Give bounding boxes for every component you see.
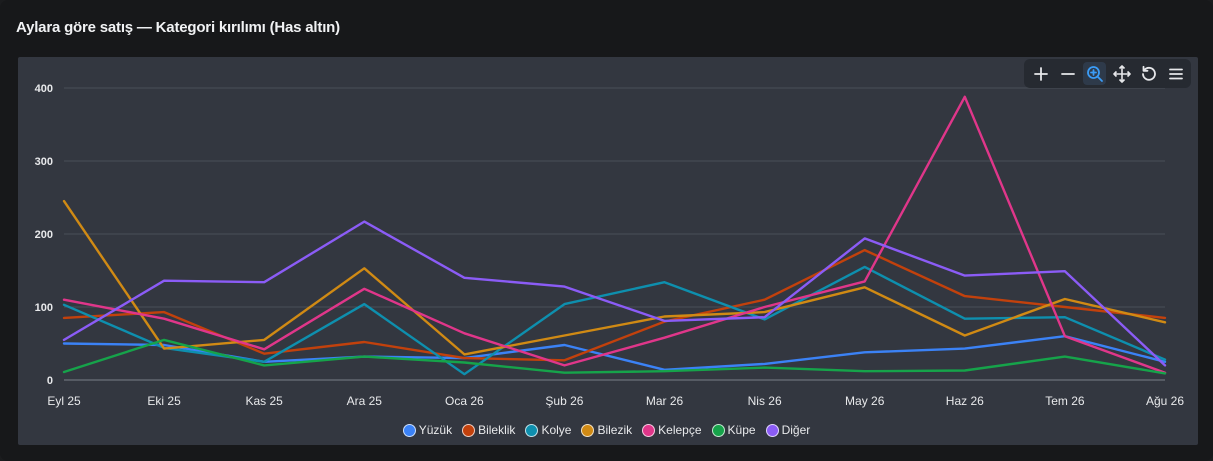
- zoom-in-button[interactable]: [1029, 62, 1052, 85]
- series-line-1[interactable]: [62, 248, 1167, 362]
- legend-label: Yüzük: [418, 423, 453, 437]
- x-tick-label: Eki 25: [147, 394, 181, 408]
- zoom-in-icon: [1033, 66, 1048, 81]
- x-tick-label: Şub 26: [545, 394, 583, 408]
- legend-item[interactable]: Kolye: [525, 423, 571, 437]
- series-line-5[interactable]: [62, 338, 1167, 375]
- legend-marker: [642, 423, 656, 437]
- x-tick-label: Nis 26: [748, 394, 782, 408]
- selection-zoom-icon: [1086, 65, 1103, 82]
- legend-item[interactable]: Bileklik: [462, 423, 515, 437]
- legend-label: Bilezik: [597, 423, 633, 437]
- y-tick-label: 200: [35, 229, 53, 241]
- x-tick-label: Eyl 25: [47, 394, 81, 408]
- x-tick-label: Ara 25: [347, 394, 383, 408]
- legend-marker: [525, 423, 539, 437]
- pan-icon: [1112, 64, 1131, 83]
- chart-title: Aylara göre satış — Kategori kırılımı (H…: [16, 19, 340, 36]
- menu-icon: [1168, 68, 1183, 79]
- legend-item[interactable]: Bilezik: [581, 423, 632, 437]
- legend-item[interactable]: Küpe: [711, 423, 756, 437]
- legend-item[interactable]: Diğer: [765, 423, 811, 437]
- y-tick-label: 300: [35, 156, 53, 168]
- x-tick-label: Haz 26: [946, 394, 984, 408]
- zoom-out-icon: [1060, 72, 1075, 75]
- legend-item[interactable]: Yüzük: [402, 423, 453, 437]
- reset-button[interactable]: [1137, 62, 1160, 85]
- series-line-3[interactable]: [62, 199, 1167, 356]
- legend-label: Diğer: [781, 423, 811, 437]
- zoom-out-button[interactable]: [1056, 62, 1079, 85]
- legend-marker: [765, 423, 779, 437]
- chart-legend: Yüzük Bileklik Kolye Bilezik Kelepçe Küpe Diğe…: [0, 420, 1213, 440]
- legend-marker: [402, 423, 416, 437]
- y-axis-ticks: 0 100 200 300 400: [35, 83, 53, 387]
- x-tick-label: Mar 26: [646, 394, 684, 408]
- legend-label: Bileklik: [478, 423, 516, 437]
- x-axis-ticks: Eyl 25 Eki 25 Kas 25 Ara 25 Oca 26 Şub 26 Mar …: [47, 394, 1184, 408]
- series-line-4[interactable]: [62, 95, 1167, 374]
- y-tick-label: 0: [47, 375, 53, 387]
- legend-marker: [711, 423, 725, 437]
- legend-label: Küpe: [727, 423, 756, 437]
- series-line-2[interactable]: [62, 265, 1167, 376]
- pan-button[interactable]: [1110, 62, 1133, 85]
- x-tick-label: Tem 26: [1045, 394, 1085, 408]
- menu-button[interactable]: [1164, 62, 1187, 85]
- legend-marker: [462, 423, 476, 437]
- x-tick-label: Ağu 26: [1146, 394, 1184, 408]
- y-tick-label: 100: [35, 302, 53, 314]
- y-tick-label: 400: [35, 83, 53, 95]
- x-tick-label: Kas 25: [246, 394, 284, 408]
- legend-item[interactable]: Kelepçe: [642, 423, 702, 437]
- reset-icon: [1141, 65, 1156, 81]
- legend-label: Kolye: [541, 423, 572, 437]
- series-lines: [62, 95, 1167, 376]
- chart-toolbar: [1024, 59, 1191, 88]
- x-tick-label: Oca 26: [445, 394, 484, 408]
- grid-lines: [64, 87, 1165, 381]
- legend-marker: [581, 423, 595, 437]
- series-line-6[interactable]: [62, 220, 1167, 367]
- selection-zoom-button[interactable]: [1083, 62, 1106, 85]
- x-tick-label: May 26: [845, 394, 885, 408]
- legend-label: Kelepçe: [658, 423, 702, 437]
